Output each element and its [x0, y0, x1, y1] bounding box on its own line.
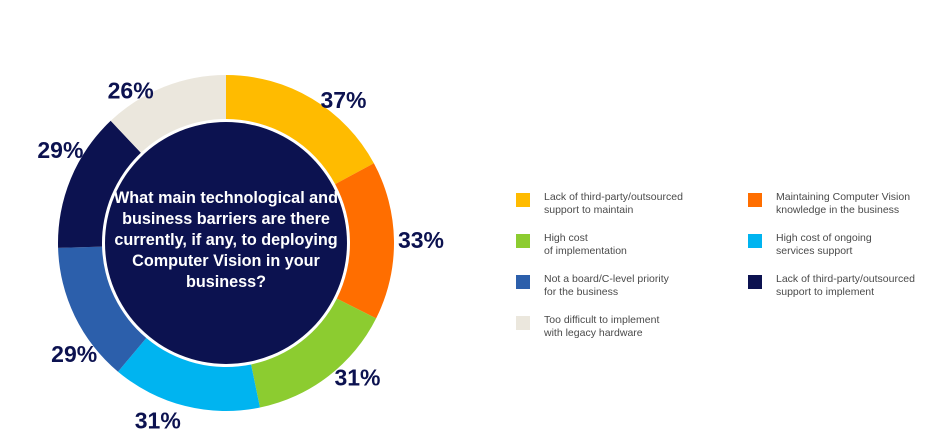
slice-value-label: 31%: [334, 364, 380, 390]
legend-swatch: [748, 193, 762, 207]
slice-value-label: 29%: [37, 137, 83, 163]
legend-label: Lack of third-party/outsourced support t…: [776, 273, 915, 298]
legend-label: High cost of implementation: [544, 232, 627, 257]
legend-item: Not a board/C-level priority for the bus…: [516, 273, 748, 300]
legend-swatch: [516, 275, 530, 289]
legend-swatch: [516, 193, 530, 207]
legend-label: Lack of third-party/outsourced support t…: [544, 191, 683, 216]
donut-slice: [58, 246, 147, 372]
legend-swatch: [516, 316, 530, 330]
donut-slice: [251, 298, 377, 408]
legend-item: Lack of third-party/outsourced support t…: [516, 191, 748, 218]
legend-swatch: [516, 234, 530, 248]
legend-swatch: [748, 234, 762, 248]
slice-value-label: 33%: [398, 227, 444, 253]
legend-swatch: [748, 275, 762, 289]
donut-slice: [335, 163, 394, 319]
legend-item: High cost of implementation: [516, 232, 748, 259]
legend: Lack of third-party/outsourced support t…: [516, 191, 931, 341]
legend-item: Too difficult to implement with legacy h…: [516, 314, 748, 341]
donut-slice: [226, 75, 374, 185]
slice-value-label: 37%: [320, 87, 366, 113]
donut-slice: [58, 120, 141, 248]
legend-label: Not a board/C-level priority for the bus…: [544, 273, 669, 298]
slice-value-label: 29%: [51, 341, 97, 367]
legend-label: Maintaining Computer Vision knowledge in…: [776, 191, 911, 216]
slice-value-label: 31%: [135, 407, 181, 433]
legend-item: Maintaining Computer Vision knowledge in…: [748, 191, 931, 218]
legend-item: Lack of third-party/outsourced support t…: [748, 273, 931, 300]
slice-value-labels: 37% 33% 31% 31% 29% 29% 26%: [37, 77, 444, 433]
chart-title: What main technological and business bar…: [114, 189, 338, 291]
center-disk: [105, 122, 347, 364]
legend-item: High cost of ongoing services support: [748, 232, 931, 259]
donut-slice: [118, 337, 260, 411]
slice-value-label: 26%: [108, 77, 154, 103]
donut-slices: [58, 75, 394, 411]
legend-label: Too difficult to implement with legacy h…: [544, 314, 660, 339]
legend-label: High cost of ongoing services support: [776, 232, 872, 257]
donut-slice: [110, 75, 226, 153]
